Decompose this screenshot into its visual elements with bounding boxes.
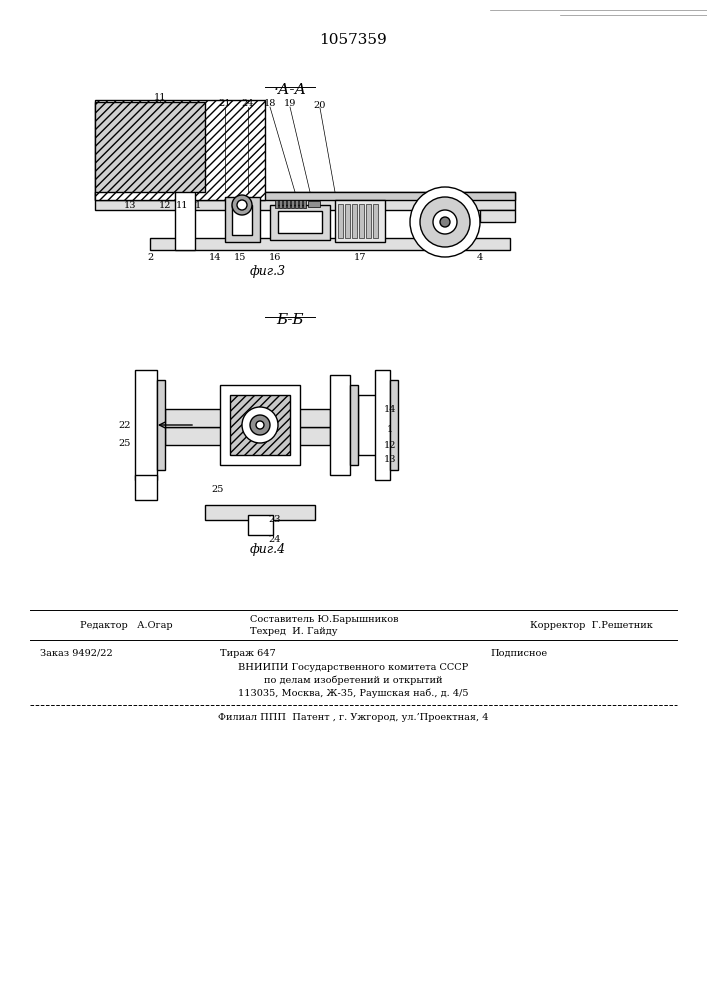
Bar <box>279 200 282 208</box>
Bar <box>225 197 260 242</box>
Text: Филиал ППП  Патент , г. Ужгород, ул.’Проектная, 4: Филиал ППП Патент , г. Ужгород, ул.’Прое… <box>218 714 489 722</box>
Bar <box>283 200 286 208</box>
Bar <box>350 385 358 465</box>
Bar <box>95 192 515 210</box>
Text: фиг.4: фиг.4 <box>250 544 286 556</box>
Bar <box>330 375 350 475</box>
Bar <box>95 102 205 192</box>
Text: Составитель Ю.Барышников: Составитель Ю.Барышников <box>250 615 399 624</box>
Text: 14: 14 <box>384 406 396 414</box>
Text: 1: 1 <box>387 426 393 434</box>
Bar <box>232 205 252 235</box>
Text: 25: 25 <box>212 486 224 494</box>
Circle shape <box>420 197 470 247</box>
Text: 24: 24 <box>242 99 255 107</box>
Text: 11: 11 <box>153 93 166 102</box>
Bar <box>135 370 157 480</box>
Bar <box>291 200 294 208</box>
Bar <box>338 204 343 238</box>
Circle shape <box>256 421 264 429</box>
Bar <box>278 211 322 233</box>
Bar <box>345 204 350 238</box>
Text: ·А-А: ·А-А <box>274 83 307 97</box>
Bar <box>358 395 376 455</box>
Text: 21: 21 <box>218 99 231 107</box>
Text: 16: 16 <box>269 253 281 262</box>
Text: Тираж 647: Тираж 647 <box>220 648 276 658</box>
Text: 19: 19 <box>284 99 296 107</box>
Text: 23: 23 <box>269 516 281 524</box>
Text: 24: 24 <box>269 536 281 544</box>
Bar <box>165 427 330 445</box>
Bar <box>373 204 378 238</box>
Circle shape <box>433 210 457 234</box>
Bar <box>366 204 371 238</box>
Text: Подписное: Подписное <box>490 648 547 658</box>
Text: 17: 17 <box>354 253 366 262</box>
Bar <box>295 200 298 208</box>
Text: 2: 2 <box>147 253 153 262</box>
Text: 20: 20 <box>314 101 326 109</box>
Bar <box>205 505 315 520</box>
Circle shape <box>410 187 480 257</box>
Bar <box>220 385 300 465</box>
Bar <box>303 200 306 208</box>
Text: Корректор  Г.Решетник: Корректор Г.Решетник <box>530 620 653 630</box>
Bar <box>248 515 273 535</box>
Bar <box>375 370 390 480</box>
Bar <box>275 200 278 208</box>
Bar <box>359 204 364 238</box>
Text: 12: 12 <box>159 200 171 210</box>
Bar <box>95 192 515 200</box>
Bar <box>150 238 510 250</box>
Text: Заказ 9492/22: Заказ 9492/22 <box>40 648 112 658</box>
Text: 113035, Москва, Ж-35, Раушская наб., д. 4/5: 113035, Москва, Ж-35, Раушская наб., д. … <box>238 688 468 698</box>
Bar <box>165 409 330 427</box>
Text: 13: 13 <box>124 200 136 210</box>
Bar <box>270 205 330 240</box>
Bar <box>287 200 290 208</box>
Bar <box>135 475 157 500</box>
Text: 12: 12 <box>384 440 396 450</box>
Circle shape <box>242 407 278 443</box>
Text: по делам изобретений и открытий: по делам изобретений и открытий <box>264 675 443 685</box>
Text: фиг.3: фиг.3 <box>250 265 286 278</box>
Text: 11: 11 <box>176 200 188 210</box>
Text: 13: 13 <box>384 456 396 464</box>
Text: 1: 1 <box>195 200 201 210</box>
Bar <box>480 210 515 222</box>
Bar <box>157 380 165 470</box>
Circle shape <box>232 195 252 215</box>
Bar <box>299 200 302 208</box>
Text: 15: 15 <box>234 253 246 262</box>
Text: Техред  И. Гайду: Техред И. Гайду <box>250 628 337 637</box>
Bar <box>95 100 265 200</box>
Bar <box>390 380 398 470</box>
Text: 22: 22 <box>119 420 132 430</box>
Bar <box>175 190 195 250</box>
Text: 4: 4 <box>477 253 483 262</box>
Bar <box>335 200 385 242</box>
Text: ВНИИПИ Государственного комитета СССР: ВНИИПИ Государственного комитета СССР <box>238 662 468 672</box>
Circle shape <box>237 200 247 210</box>
Text: Б-Б: Б-Б <box>276 313 304 327</box>
Bar <box>352 204 357 238</box>
Text: 25: 25 <box>119 438 132 448</box>
Text: 14: 14 <box>209 253 221 262</box>
Bar <box>230 395 290 455</box>
Circle shape <box>250 415 270 435</box>
Text: 1057359: 1057359 <box>319 33 387 47</box>
Bar <box>308 201 320 207</box>
Text: Редактор   А.Огар: Редактор А.Огар <box>80 620 173 630</box>
Text: 18: 18 <box>264 99 276 107</box>
Circle shape <box>440 217 450 227</box>
